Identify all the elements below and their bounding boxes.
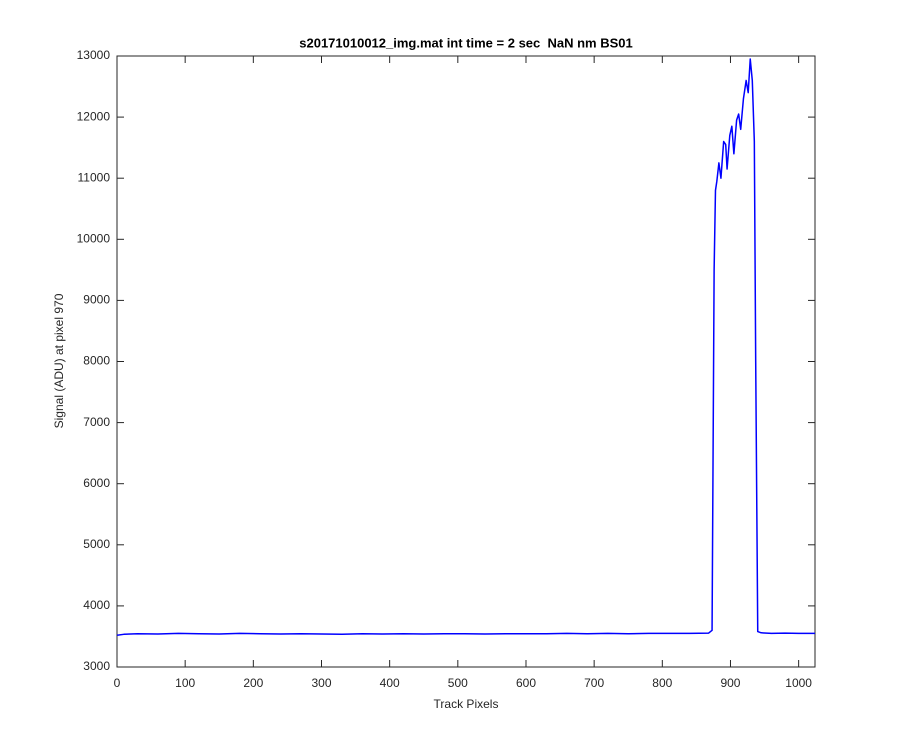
y-tick-label: 7000 — [83, 415, 110, 429]
x-tick-label: 100 — [175, 676, 195, 690]
y-tick-label: 4000 — [83, 598, 110, 612]
y-tick-label: 3000 — [83, 659, 110, 673]
y-tick-label: 13000 — [77, 48, 111, 62]
x-tick-label: 700 — [584, 676, 604, 690]
x-tick-label: 900 — [720, 676, 740, 690]
y-tick-label: 6000 — [83, 476, 110, 490]
data-line — [116, 58, 815, 636]
x-tick-label: 400 — [380, 676, 400, 690]
plot-box — [116, 55, 816, 668]
x-tick-label: 300 — [311, 676, 331, 690]
y-tick-label: 9000 — [83, 293, 110, 307]
chart-title: s20171010012_img.mat int time = 2 sec Na… — [299, 35, 633, 50]
x-tick-label: 800 — [652, 676, 672, 690]
y-tick-label: 10000 — [77, 231, 111, 245]
y-tick-label: 12000 — [77, 109, 111, 123]
y-axis-label: Signal (ADU) at pixel 970 — [52, 293, 66, 428]
y-tick-label: 11000 — [78, 170, 111, 184]
x-tick-label: 600 — [516, 676, 536, 690]
x-tick-label: 500 — [448, 676, 468, 690]
y-tick-label: 8000 — [83, 354, 110, 368]
x-axis-label: Track Pixels — [434, 697, 499, 711]
x-tick-label: 200 — [243, 676, 263, 690]
y-tick-label: 5000 — [83, 537, 110, 551]
x-tick-label: 0 — [114, 676, 121, 690]
x-tick-label: 1000 — [785, 676, 812, 690]
